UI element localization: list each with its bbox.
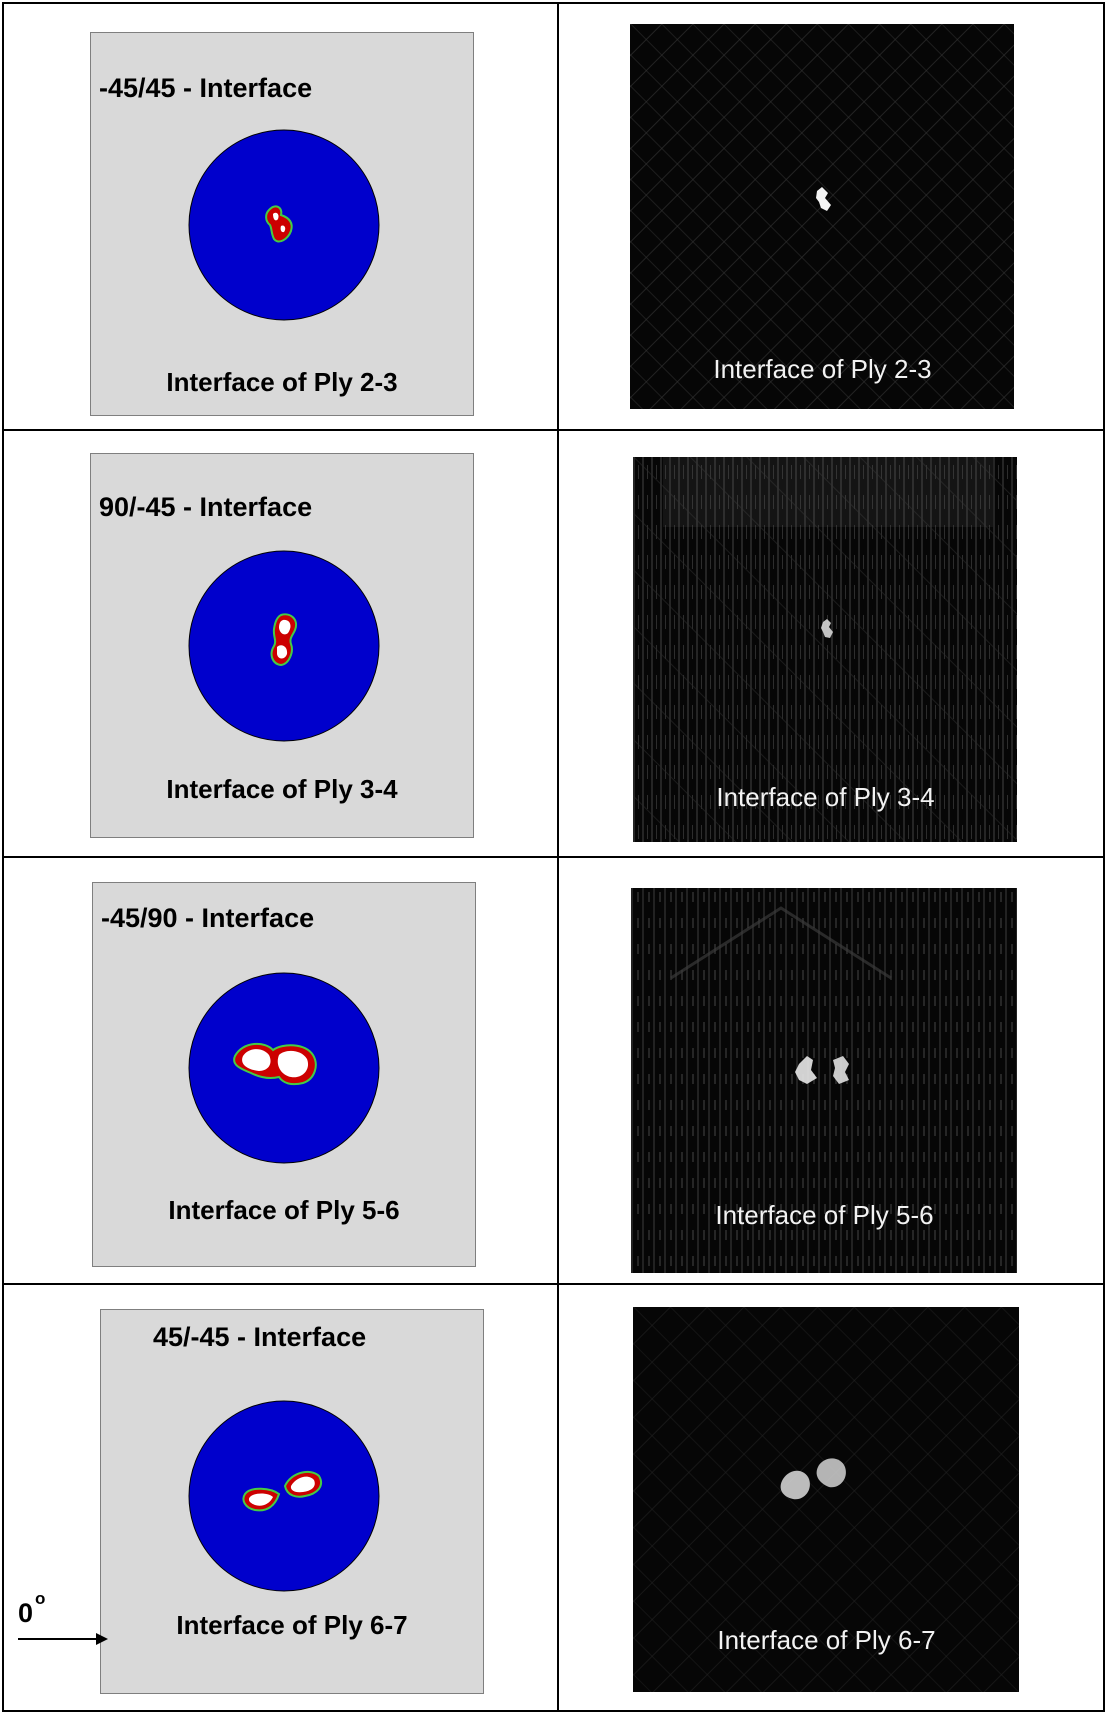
arrow-right-icon — [18, 1633, 108, 1645]
simulation-disc — [188, 129, 380, 321]
damage-region — [265, 205, 293, 243]
damage-core — [290, 1476, 315, 1493]
ct-scan-panel: Interface of Ply 6-7 — [633, 1307, 1020, 1692]
ct-scan-caption: Interface of Ply 5-6 — [715, 1200, 934, 1230]
simulation-cell: -45/90 - Interface Interface of Ply 5-6 — [1, 856, 560, 1285]
simulation-panel: 90/-45 - Interface Interface of Ply 3-4 — [90, 453, 474, 838]
ct-scan-cell: Interface of Ply 5-6 — [557, 856, 1105, 1285]
damage-core — [273, 212, 286, 233]
ct-scan-panel: Interface of Ply 3-4 — [633, 457, 1018, 842]
interface-title: -45/90 - Interface — [101, 903, 315, 933]
damage-core — [242, 1049, 309, 1078]
simulation-panel: -45/45 - Interface Interface of Ply 2-3 — [90, 32, 474, 416]
simulation-panel: -45/90 - Interface Interface of Ply 5-6 — [92, 882, 476, 1267]
orientation-indicator: 0 o — [18, 1589, 108, 1658]
interface-caption: Interface of Ply 6-7 — [176, 1610, 408, 1640]
ct-scan-caption: Interface of Ply 3-4 — [716, 782, 935, 812]
damage-core — [277, 619, 291, 659]
table-row: -45/45 - Interface Interface of Ply 2-3 — [1, 2, 1105, 431]
ct-scan-cell: Interface of Ply 3-4 — [557, 429, 1105, 858]
interface-caption: Interface of Ply 2-3 — [166, 367, 398, 397]
ct-scan-cell: Interface of Ply 2-3 — [557, 2, 1105, 431]
ct-scan-panel: Interface of Ply 5-6 — [631, 888, 1018, 1273]
ct-scan-image — [633, 457, 1018, 842]
orientation-label: 0 — [18, 1598, 34, 1628]
laminate-disc — [188, 1400, 380, 1592]
simulation-disc — [188, 972, 380, 1164]
simulation-cell: 90/-45 - Interface Interface of Ply 3-4 — [1, 429, 560, 858]
ct-scan-cell: Interface of Ply 6-7 — [557, 1283, 1105, 1712]
interface-title: -45/45 - Interface — [99, 73, 313, 103]
interface-title: 45/-45 - Interface — [153, 1322, 367, 1352]
orientation-degree: o — [35, 1589, 46, 1608]
simulation-panel: 45/-45 - Interface Interface of Ply 6-7 — [100, 1309, 484, 1694]
table-row: 90/-45 - Interface Interface of Ply 3-4 — [1, 429, 1105, 858]
ct-damage-spot — [816, 187, 832, 211]
ct-damage-spot — [833, 1056, 850, 1084]
table-row: -45/90 - Interface Interface of Ply 5-6 — [1, 856, 1105, 1285]
simulation-disc — [188, 550, 380, 742]
ct-damage-spot — [817, 1458, 847, 1488]
ct-scan-image — [631, 888, 1018, 1273]
ct-scan-caption: Interface of Ply 2-3 — [713, 354, 932, 384]
ct-scan-panel: Interface of Ply 2-3 — [630, 24, 1015, 409]
simulation-cell: 45/-45 - Interface Interface of Ply 6-7 — [1, 1283, 560, 1712]
table-row: 45/-45 - Interface Interface of Ply 6-7 — [1, 1283, 1105, 1712]
ct-damage-spot — [781, 1470, 811, 1500]
simulation-disc — [188, 1400, 380, 1592]
interface-caption: Interface of Ply 5-6 — [168, 1195, 400, 1225]
ct-scan-image — [633, 1307, 1020, 1692]
interface-title: 90/-45 - Interface — [99, 492, 313, 522]
simulation-cell: -45/45 - Interface Interface of Ply 2-3 — [1, 2, 560, 431]
damage-core — [248, 1493, 273, 1506]
ct-damage-spot — [795, 1056, 818, 1084]
ct-scan-caption: Interface of Ply 6-7 — [717, 1625, 936, 1655]
interface-caption: Interface of Ply 3-4 — [166, 774, 398, 804]
ct-damage-spot — [821, 619, 834, 638]
ct-scan-image — [630, 24, 1015, 409]
